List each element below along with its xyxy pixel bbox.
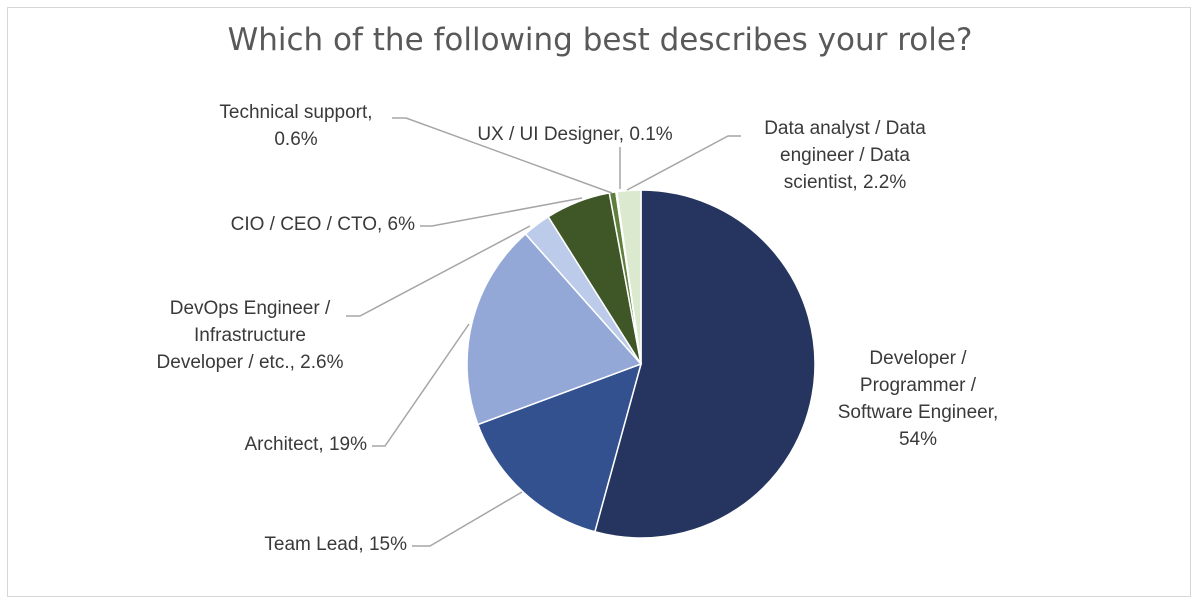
pie-slice [593,189,816,539]
leader-line [412,491,523,547]
slice-label: Developer / Programmer / Software Engineer… [838,348,999,450]
leader-line [392,117,613,194]
leader-line [372,323,470,447]
chart-title: Which of the following best describes yo… [227,22,973,58]
slice-label: Data analyst / Data engineer / Data scient… [764,118,926,193]
pie-slice [616,189,642,365]
pie-slice [466,232,643,426]
pie-slice [476,362,643,533]
slice-label: CIO / CEO / CTO, 6% [231,214,416,235]
slice-label: UX / UI Designer, 0.1% [477,124,672,145]
leader-line [346,225,531,317]
leader-line [626,135,741,191]
leader-lines [346,117,741,547]
slice-label: Team Lead, 15% [264,534,407,555]
slice-labels: Developer / Programmer / Software Engineer… [157,102,999,555]
slice-label: DevOps Engineer / Infrastructure Developer… [157,298,344,373]
slice-label: Technical support, 0.6% [219,102,372,150]
leader-line [420,197,583,227]
pie-slices [466,189,816,539]
slice-label: Architect, 19% [245,434,368,455]
